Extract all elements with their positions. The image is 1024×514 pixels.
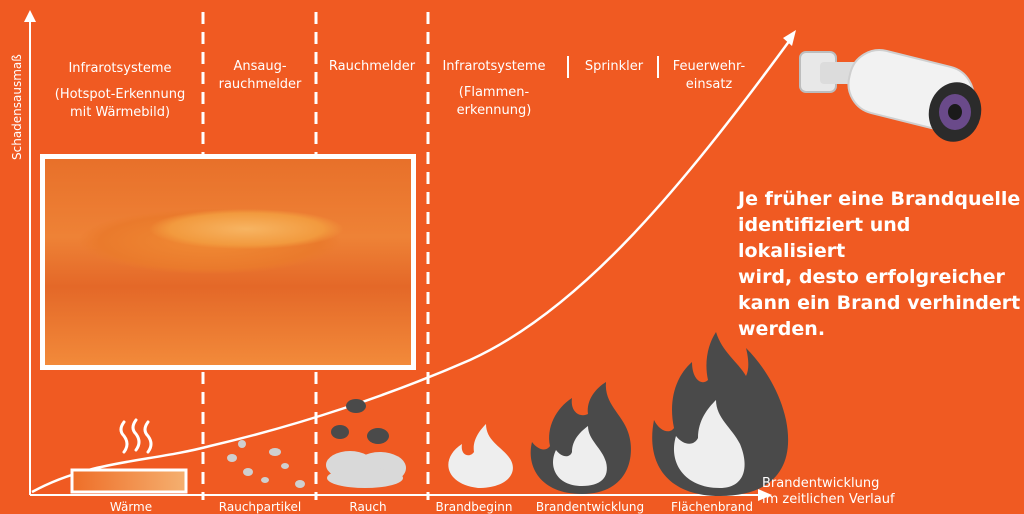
method-fire-brigade: Feuerwehr- einsatz [662, 58, 756, 94]
method-fire-brigade-line-1: Feuerwehr- [672, 59, 746, 74]
thermal-image-frame [40, 154, 416, 370]
stage-fire-start: Brandbeginn [435, 500, 513, 514]
key-message-line-2: identifiziert und lokalisiert [738, 214, 911, 262]
damage-curve [31, 39, 792, 494]
smoke-cloud-icon [326, 399, 406, 488]
stage-full-fire: Flächenbrand [671, 500, 753, 514]
x-axis-label: Brandentwicklung im zeitlichen Verlauf [762, 476, 932, 508]
method-ir-flame-sub-1: (Flammen- [458, 85, 530, 100]
heat-bar [70, 468, 188, 494]
key-message-line-4: kann ein Brand verhindert [738, 292, 1021, 314]
method-aspirating-line-1: Ansaug- [233, 59, 287, 74]
method-aspirating-detector: Ansaug- rauchmelder [206, 58, 314, 94]
stage-smoke-particles: Rauchpartikel [218, 500, 302, 514]
method-ir-hotspot-sub-1: (Hotspot-Erkennung [54, 87, 186, 102]
thermal-image [45, 159, 411, 365]
method-smoke-detector-title: Rauchmelder [328, 59, 416, 74]
camera-icon [799, 49, 982, 142]
small-flame-icon [448, 424, 513, 488]
curve-arrow [783, 30, 796, 46]
smoke-particles-icon [227, 440, 305, 488]
method-ir-hotspot: Infrarotsysteme (Hotspot-Erkennung mit W… [40, 60, 200, 122]
large-flame-icon [652, 332, 789, 496]
method-sprinkler-title: Sprinkler [584, 59, 644, 74]
method-fire-brigade-line-2: einsatz [685, 77, 733, 92]
method-aspirating-line-2: rauchmelder [218, 77, 302, 92]
method-ir-flame: Infrarotsysteme (Flammen- erkennung) [432, 58, 556, 120]
key-message: Je früher eine Brandquelle identifiziert… [738, 186, 1024, 342]
key-message-line-1: Je früher eine Brandquelle [738, 188, 1021, 210]
method-ir-hotspot-sub-2: mit Wärmebild) [69, 105, 171, 120]
method-ir-flame-title: Infrarotsysteme [442, 59, 546, 74]
medium-flame-icon [530, 382, 631, 494]
x-axis-label-line-2: im zeitlichen Verlauf [762, 492, 895, 507]
y-axis-label: Schadensausmaß [10, 54, 24, 160]
key-message-line-5: werden. [738, 318, 826, 340]
x-axis-arrow [758, 489, 772, 501]
stage-heat: Wärme [109, 500, 153, 514]
method-ir-flame-sub-2: erkennung) [456, 103, 532, 118]
stage-fire-development: Brandentwicklung [535, 500, 645, 514]
heat-icon [119, 418, 153, 454]
method-ir-hotspot-title: Infrarotsysteme [68, 61, 172, 76]
method-smoke-detector: Rauchmelder [318, 58, 426, 76]
y-axis-arrow [24, 10, 36, 22]
stage-smoke: Rauch [349, 500, 387, 514]
method-sprinkler: Sprinkler [574, 58, 654, 76]
key-message-line-3: wird, desto erfolgreicher [738, 266, 1005, 288]
x-axis-label-line-1: Brandentwicklung [762, 476, 880, 491]
